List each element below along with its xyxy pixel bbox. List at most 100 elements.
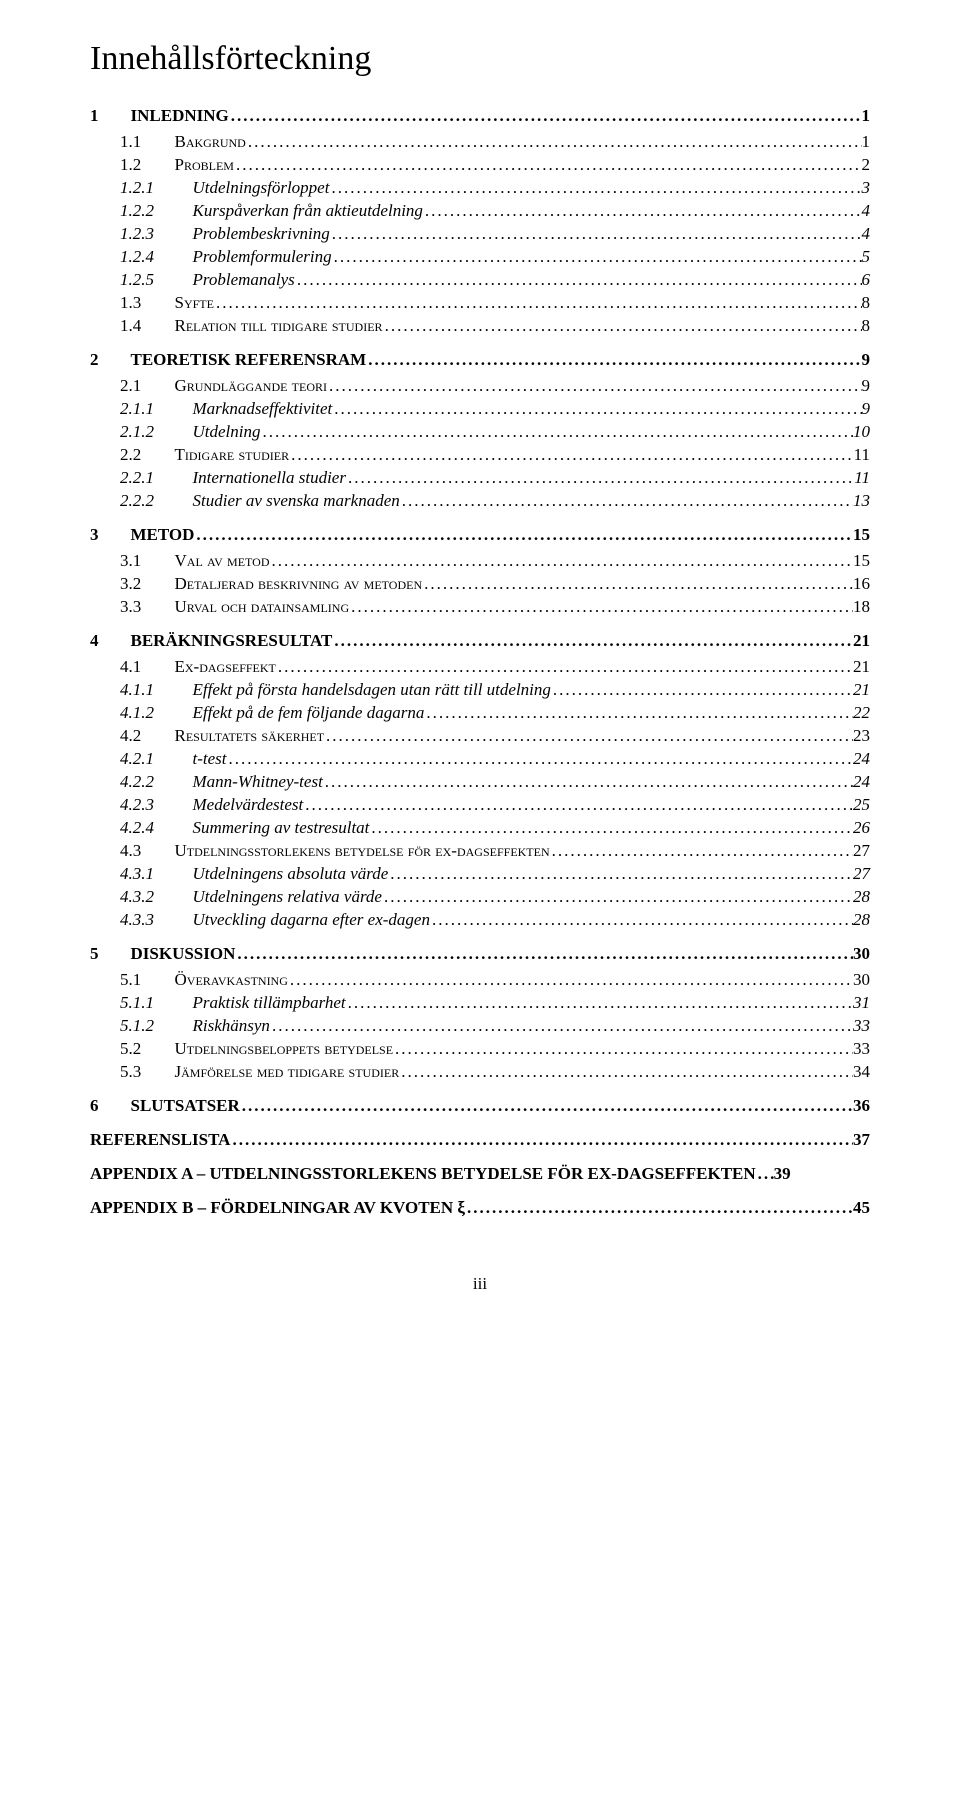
toc-leader-dots <box>261 422 854 442</box>
toc-entry[interactable]: 3.3Urval och datainsamling 18 <box>90 597 870 617</box>
toc-leader-dots <box>330 224 862 244</box>
toc-entry[interactable]: 4.2.1t-test24 <box>90 749 870 769</box>
toc-entry-label: Riskhänsyn <box>184 1016 270 1036</box>
toc-entry-label: Urval och datainsamling <box>166 597 349 617</box>
toc-leader-dots <box>240 1096 853 1116</box>
toc-entry[interactable]: 4.1.1Effekt på första handelsdagen utan … <box>90 680 870 700</box>
toc-entry-label: Utveckling dagarna efter ex-dagen <box>184 910 430 930</box>
toc-entry[interactable]: 6SLUTSATSER36 <box>90 1096 870 1116</box>
toc-entry[interactable]: 1.2.5Problemanalys6 <box>90 270 870 290</box>
toc-entry-label: Problemanalys <box>184 270 295 290</box>
toc-entry-number: 2.1 <box>120 376 166 396</box>
toc-entry[interactable]: 4.2.4Summering av testresultat26 <box>90 818 870 838</box>
toc-entry-page: 15 <box>853 525 870 545</box>
toc-entry[interactable]: 4.2.3Medelvärdestest25 <box>90 795 870 815</box>
toc-entry-page: 26 <box>853 818 870 838</box>
toc-entry-number: 4.2.1 <box>120 749 184 769</box>
toc-entry[interactable]: 4.3.1Utdelningens absoluta värde27 <box>90 864 870 884</box>
toc-entry[interactable]: 4.3.3Utveckling dagarna efter ex-dagen28 <box>90 910 870 930</box>
toc-leader-dots <box>332 399 861 419</box>
toc-entry-page: 33 <box>853 1039 870 1059</box>
toc-leader-dots <box>230 1130 853 1150</box>
toc-entry-number: 4.3.1 <box>120 864 184 884</box>
toc-entry-label: Utdelningens relativa värde <box>184 887 382 907</box>
toc-entry[interactable]: 4.2Resultatets säkerhet23 <box>90 726 870 746</box>
toc-entry[interactable]: 4.3Utdelningsstorlekens betydelse för ex… <box>90 841 870 861</box>
toc-entry[interactable]: 2.2Tidigare studier11 <box>90 445 870 465</box>
toc-leader-dots <box>424 703 853 723</box>
toc-entry[interactable]: 1.3Syfte8 <box>90 293 870 313</box>
toc-leader-dots <box>229 106 862 126</box>
toc-entry-label: Utdelningsförloppet <box>184 178 329 198</box>
toc-entry-page: 15 <box>853 551 870 571</box>
toc-entry-page: 34 <box>853 1062 870 1082</box>
toc-leader-dots <box>332 631 853 651</box>
toc-entry[interactable]: APPENDIX A – UTDELNINGSSTORLEKENS BETYDE… <box>90 1164 870 1184</box>
toc-entry-number: 1.4 <box>120 316 166 336</box>
toc-entry-label: Problembeskrivning <box>184 224 330 244</box>
toc-entry[interactable]: REFERENSLISTA37 <box>90 1130 870 1150</box>
toc-leader-dots <box>369 818 853 838</box>
toc-entry[interactable]: 1.2.3Problembeskrivning4 <box>90 224 870 244</box>
toc-entry[interactable]: 5.1.2Riskhänsyn33 <box>90 1016 870 1036</box>
toc-entry[interactable]: 5.3Jämförelse med tidigare studier34 <box>90 1062 870 1082</box>
toc-entry[interactable]: 4.1.2Effekt på de fem följande dagarna22 <box>90 703 870 723</box>
toc-entry-number: 5.2 <box>120 1039 166 1059</box>
toc-entry-page: 4 <box>862 224 871 244</box>
toc-entry-number: 4.2 <box>120 726 166 746</box>
toc-entry-label: Tidigare studier <box>166 445 289 465</box>
toc-entry-number: 5 <box>90 944 122 964</box>
toc-entry[interactable]: 1INLEDNING1 <box>90 106 870 126</box>
toc-leader-dots <box>388 864 853 884</box>
toc-entry-page: 3 <box>862 178 871 198</box>
toc-entry[interactable]: 1.1Bakgrund1 <box>90 132 870 152</box>
toc-leader-dots <box>270 551 853 571</box>
toc-entry-page: 1 <box>862 106 871 126</box>
toc-entry[interactable]: 2.2.2Studier av svenska marknaden13 <box>90 491 870 511</box>
toc-entry-number: 1.1 <box>120 132 166 152</box>
toc-entry[interactable]: 1.2Problem2 <box>90 155 870 175</box>
toc-entry-label: Utdelningsstorlekens betydelse för ex-da… <box>166 841 550 861</box>
toc-entry[interactable]: 2.1.2Utdelning10 <box>90 422 870 442</box>
toc-entry-number: 5.1.2 <box>120 1016 184 1036</box>
toc-entry-number: 4.1.1 <box>120 680 184 700</box>
toc-leader-dots <box>323 772 853 792</box>
toc-entry[interactable]: 2.2.1Internationella studier11 <box>90 468 870 488</box>
toc-leader-dots <box>246 132 862 152</box>
toc-entry[interactable]: 1.2.1Utdelningsförloppet3 <box>90 178 870 198</box>
toc-leader-dots <box>346 993 853 1013</box>
toc-entry[interactable]: 5.1Överavkastning30 <box>90 970 870 990</box>
toc-entry-number: 4.2.4 <box>120 818 184 838</box>
toc-entry[interactable]: 4BERÄKNINGSRESULTAT21 <box>90 631 870 651</box>
toc-entry[interactable]: 2TEORETISK REFERENSRAM9 <box>90 350 870 370</box>
toc-entry-page: 18 <box>853 597 870 617</box>
toc-entry[interactable]: 3.2Detaljerad beskrivning av metoden16 <box>90 574 870 594</box>
toc-entry[interactable]: 4.2.2Mann-Whitney-test24 <box>90 772 870 792</box>
toc-entry[interactable]: 4.3.2Utdelningens relativa värde28 <box>90 887 870 907</box>
toc-entry-label: METOD <box>122 525 194 545</box>
toc-entry-page: 30 <box>853 970 870 990</box>
toc-entry-number: 4.1 <box>120 657 166 677</box>
toc-entry-label: Kurspåverkan från aktieutdelning <box>184 201 423 221</box>
toc-leader-dots <box>400 491 853 511</box>
toc-entry[interactable]: 1.2.4Problemformulering5 <box>90 247 870 267</box>
toc-entry[interactable]: 3.1Val av metod15 <box>90 551 870 571</box>
toc-entry-page: 39 <box>774 1164 791 1184</box>
toc-entry-page: 2 <box>862 155 871 175</box>
toc-entry[interactable]: 2.1Grundläggande teori9 <box>90 376 870 396</box>
toc-entry-label: DISKUSSION <box>122 944 235 964</box>
toc-entry[interactable]: 2.1.1Marknadseffektivitet9 <box>90 399 870 419</box>
toc-entry-label: Utdelningsbeloppets betydelse <box>166 1039 393 1059</box>
toc-entry-number: 4 <box>90 631 122 651</box>
toc-entry[interactable]: 3METOD15 <box>90 525 870 545</box>
toc-entry[interactable]: 5.2Utdelningsbeloppets betydelse 33 <box>90 1039 870 1059</box>
toc-entry[interactable]: 5.1.1Praktisk tillämpbarhet31 <box>90 993 870 1013</box>
toc-entry-number: 4.2.3 <box>120 795 184 815</box>
toc-entry-label: Praktisk tillämpbarhet <box>184 993 346 1013</box>
toc-entry[interactable]: 5DISKUSSION30 <box>90 944 870 964</box>
toc-entry[interactable]: 4.1Ex-dagseffekt21 <box>90 657 870 677</box>
toc-entry[interactable]: 1.2.2Kurspåverkan från aktieutdelning4 <box>90 201 870 221</box>
toc-entry[interactable]: APPENDIX B – FÖRDELNINGAR AV KVOTEN ξ45 <box>90 1198 870 1218</box>
toc-entry-number: 3.3 <box>120 597 166 617</box>
toc-entry[interactable]: 1.4Relation till tidigare studier8 <box>90 316 870 336</box>
